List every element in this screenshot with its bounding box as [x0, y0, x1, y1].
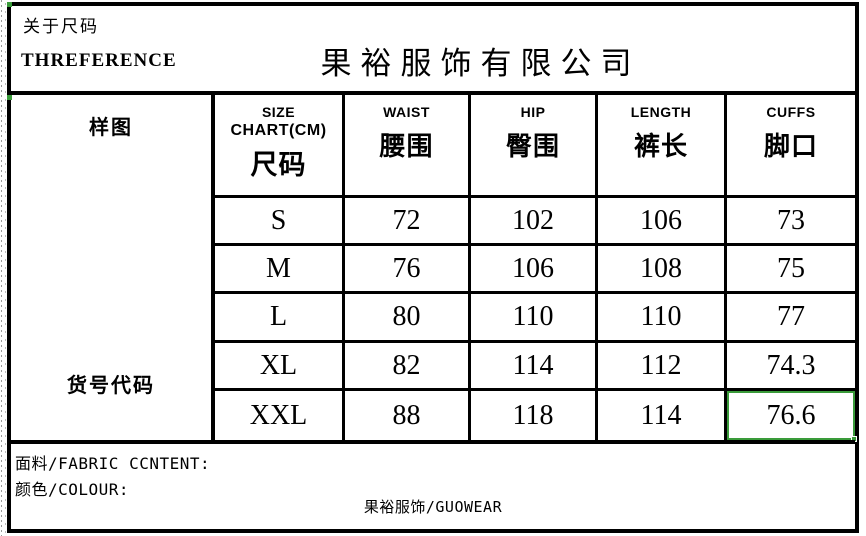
sheet-footer-band: 面料/FABRIC CCNTENT: 颜色/COLOUR: 果裕服饰/GUOWE…	[11, 440, 855, 529]
column-header-size-en: SIZE	[261, 104, 296, 120]
cell-hip-m[interactable]: 106	[471, 246, 598, 294]
cell-cuffs-xxl-selected[interactable]: 76.6	[727, 391, 857, 442]
cell-waist-m[interactable]: 76	[345, 246, 471, 294]
cell-length-xxl[interactable]: 114	[598, 391, 727, 440]
cell-cuffs-s[interactable]: 73	[727, 198, 855, 246]
item-code-label: 货号代码	[67, 375, 155, 397]
column-header-waist-en: WAIST	[383, 104, 430, 120]
cell-waist-xxl[interactable]: 88	[345, 391, 471, 440]
column-header-hip-en: HIP	[520, 104, 546, 120]
cell-hip-xxl[interactable]: 118	[471, 391, 598, 440]
cell-length-l[interactable]: 110	[598, 294, 727, 343]
selected-cell-value: 76.6	[766, 399, 816, 431]
column-header-waist-zh: 腰围	[379, 131, 434, 161]
column-header-cuffs-en: CUFFS	[766, 104, 816, 120]
cell-waist-xl[interactable]: 82	[345, 343, 471, 391]
selection-corner-artifact	[7, 2, 12, 7]
column-header-cuffs[interactable]: CUFFS 脚口	[727, 95, 855, 198]
column-header-length[interactable]: LENGTH 裤长	[598, 95, 727, 198]
cell-length-s[interactable]: 106	[598, 198, 727, 246]
column-header-length-zh: 裤长	[633, 131, 688, 161]
cell-hip-s[interactable]: 102	[471, 198, 598, 246]
page-break-dotted-edge	[0, 0, 7, 536]
cell-size-xl[interactable]: XL	[215, 343, 345, 391]
colour-label: 颜色/COLOUR:	[15, 480, 130, 499]
cell-size-xxl[interactable]: XXL	[215, 391, 345, 440]
cell-length-m[interactable]: 108	[598, 246, 727, 294]
cell-cuffs-xl[interactable]: 74.3	[727, 343, 855, 391]
column-header-hip-zh: 臀围	[505, 131, 560, 161]
size-chart-table: 样图 货号代码 SIZE CHART(CM) 尺码 WAIST 腰围 HIP 臀…	[11, 95, 857, 442]
column-header-size-en2: CHART(CM)	[230, 122, 327, 139]
sample-image-label: 样图	[89, 117, 133, 139]
sheet-header-band: 关于尺码 THREFERENCE 果裕服饰有限公司	[11, 6, 855, 95]
brand-footer-line: 果裕服饰/GUOWEAR	[363, 498, 503, 516]
column-header-waist[interactable]: WAIST 腰围	[345, 95, 471, 198]
cell-size-s[interactable]: S	[215, 198, 345, 246]
brand-name: THREFERENCE	[21, 50, 177, 71]
column-header-size-zh: 尺码	[250, 150, 307, 180]
column-header-cuffs-zh: 脚口	[763, 131, 818, 161]
cell-hip-xl[interactable]: 114	[471, 343, 598, 391]
column-header-size[interactable]: SIZE CHART(CM) 尺码	[215, 95, 345, 198]
fabric-content-label: 面料/FABRIC CCNTENT:	[15, 454, 211, 473]
size-chart-sheet: 关于尺码 THREFERENCE 果裕服饰有限公司 样图 货号代码 SIZE C…	[7, 2, 859, 533]
cell-size-m[interactable]: M	[215, 246, 345, 294]
cell-size-l[interactable]: L	[215, 294, 345, 343]
about-size-note: 关于尺码	[23, 17, 99, 36]
cell-length-xl[interactable]: 112	[598, 343, 727, 391]
cell-hip-l[interactable]: 110	[471, 294, 598, 343]
column-header-hip[interactable]: HIP 臀围	[471, 95, 598, 198]
cell-waist-s[interactable]: 72	[345, 198, 471, 246]
selection-corner-artifact	[7, 95, 12, 100]
cell-waist-l[interactable]: 80	[345, 294, 471, 343]
sample-image-cell: 样图 货号代码	[11, 95, 215, 440]
cell-cuffs-l[interactable]: 77	[727, 294, 855, 343]
cell-cuffs-m[interactable]: 75	[727, 246, 855, 294]
company-title: 果裕服饰有限公司	[320, 46, 641, 81]
column-header-length-en: LENGTH	[630, 104, 692, 120]
